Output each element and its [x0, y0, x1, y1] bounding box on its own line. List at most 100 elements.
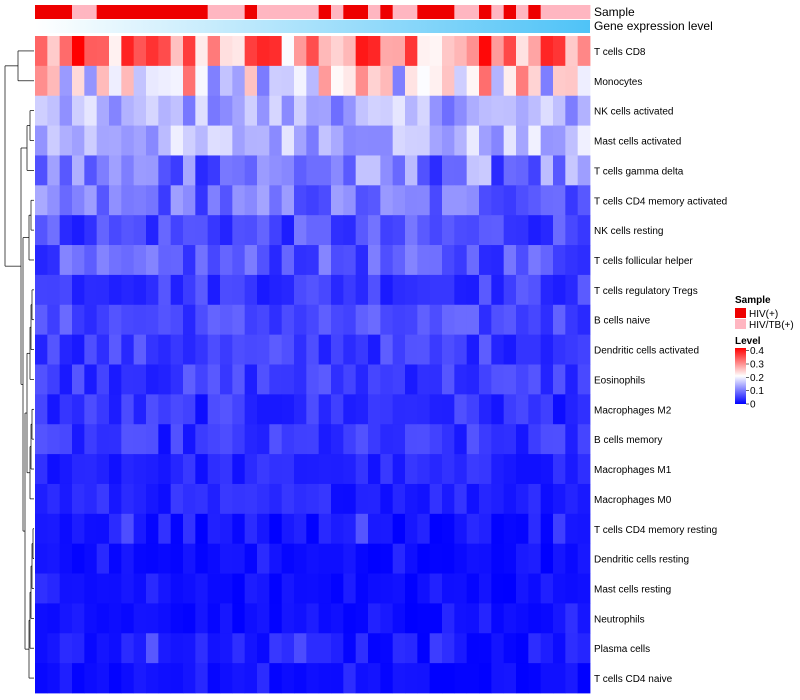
heatmap-cell	[491, 633, 505, 664]
heatmap-cell	[442, 663, 455, 694]
heatmap-cell	[516, 513, 529, 545]
heatmap-cell	[392, 125, 406, 156]
heatmap-cell	[183, 245, 196, 276]
heatmap-cell	[232, 633, 246, 664]
heatmap-cell	[454, 245, 468, 276]
sample-annotation-cell	[355, 5, 369, 19]
heatmap-cell	[133, 334, 147, 365]
heatmap-cell	[491, 543, 505, 574]
heatmap-cell	[59, 603, 73, 634]
heatmap-cell	[355, 424, 369, 455]
heatmap-cell	[84, 603, 98, 634]
heatmap-cell	[96, 125, 110, 156]
heatmap-cell	[207, 633, 221, 664]
heatmap-cell	[195, 483, 209, 515]
heatmap-cell	[195, 95, 209, 126]
heatmap-cell	[479, 125, 492, 156]
heatmap-cell	[220, 65, 233, 97]
heatmap-cell	[553, 36, 566, 67]
heatmap-cell	[503, 304, 517, 336]
heatmap-cell	[442, 155, 455, 186]
heatmap-cell	[318, 36, 332, 67]
heatmap-cell	[232, 483, 246, 515]
heatmap-cell	[479, 543, 492, 574]
sample-annotation-cell	[121, 5, 135, 19]
heatmap-cell	[540, 424, 554, 455]
sample-annotation-cell	[368, 5, 381, 19]
heatmap-cell	[96, 543, 110, 574]
heatmap-cell	[47, 65, 61, 97]
heatmap-cell	[577, 125, 591, 156]
gene-expression-annotation-label: Gene expression level	[594, 19, 713, 33]
heatmap-cell	[565, 334, 579, 365]
heatmap-cell	[491, 513, 505, 545]
heatmap-cell	[306, 274, 320, 306]
heatmap-cell	[35, 394, 48, 425]
heatmap-cell	[577, 424, 591, 455]
heatmap-cell	[244, 245, 258, 276]
heatmap-cell	[577, 603, 591, 634]
sample-annotation-cell	[96, 5, 110, 19]
heatmap-cell	[269, 573, 283, 604]
heatmap-cell	[47, 334, 61, 365]
heatmap-cell	[553, 513, 566, 545]
heatmap-cell	[355, 364, 369, 395]
heatmap-cell	[170, 424, 184, 455]
heatmap-cell	[35, 95, 48, 126]
heatmap-cell	[183, 603, 196, 634]
heatmap-cell	[503, 424, 517, 455]
heatmap-cell	[146, 334, 159, 365]
heatmap-cell	[84, 125, 98, 156]
heatmap-cell	[195, 36, 209, 67]
heatmap-cell	[96, 274, 110, 306]
sample-annotation-cell	[380, 5, 394, 19]
heatmap-cell	[59, 483, 73, 515]
heatmap-cell	[281, 603, 295, 634]
heatmap-cell	[503, 543, 517, 574]
heatmap-cell	[257, 633, 270, 664]
heatmap-cell	[281, 215, 295, 246]
heatmap-cell	[121, 95, 135, 126]
heatmap-cell	[35, 424, 48, 455]
heatmap-cell	[96, 36, 110, 67]
heatmap-cell	[491, 394, 505, 425]
heatmap-cell	[47, 424, 61, 455]
heatmap-cell	[170, 394, 184, 425]
heatmap-cell	[454, 424, 468, 455]
heatmap-cell	[207, 543, 221, 574]
heatmap-cell	[343, 155, 357, 186]
heatmap-cell	[72, 245, 85, 276]
heatmap-cell	[466, 185, 480, 216]
heatmap-cell	[269, 245, 283, 276]
heatmap-cell	[318, 245, 332, 276]
heatmap-cell	[47, 304, 61, 336]
heatmap-cell	[269, 334, 283, 365]
heatmap-cell	[96, 185, 110, 216]
heatmap-cell	[466, 633, 480, 664]
heatmap-cell	[417, 334, 431, 365]
heatmap-cell	[84, 95, 98, 126]
heatmap-cell	[577, 394, 591, 425]
heatmap-cell	[35, 454, 48, 485]
heatmap-cell	[170, 633, 184, 664]
legend-level-tick-label: 0.1	[750, 386, 764, 397]
heatmap-cell	[454, 155, 468, 186]
heatmap-cell	[442, 633, 455, 664]
heatmap-cell	[429, 215, 443, 246]
heatmap-cell	[72, 663, 85, 694]
heatmap-cell	[466, 663, 480, 694]
heatmap-cell	[269, 543, 283, 574]
heatmap-cell	[244, 603, 258, 634]
heatmap-cell	[72, 304, 85, 336]
heatmap-cell	[429, 633, 443, 664]
heatmap-cell	[35, 663, 48, 694]
heatmap-cell	[133, 513, 147, 545]
heatmap-cell	[528, 304, 542, 336]
heatmap-cell	[72, 95, 85, 126]
heatmap-cell	[503, 334, 517, 365]
heatmap-cell	[207, 364, 221, 395]
row-label: Macrophages M1	[594, 465, 672, 476]
heatmap-cell	[244, 424, 258, 455]
heatmap-cell	[183, 36, 196, 67]
heatmap-cell	[343, 633, 357, 664]
